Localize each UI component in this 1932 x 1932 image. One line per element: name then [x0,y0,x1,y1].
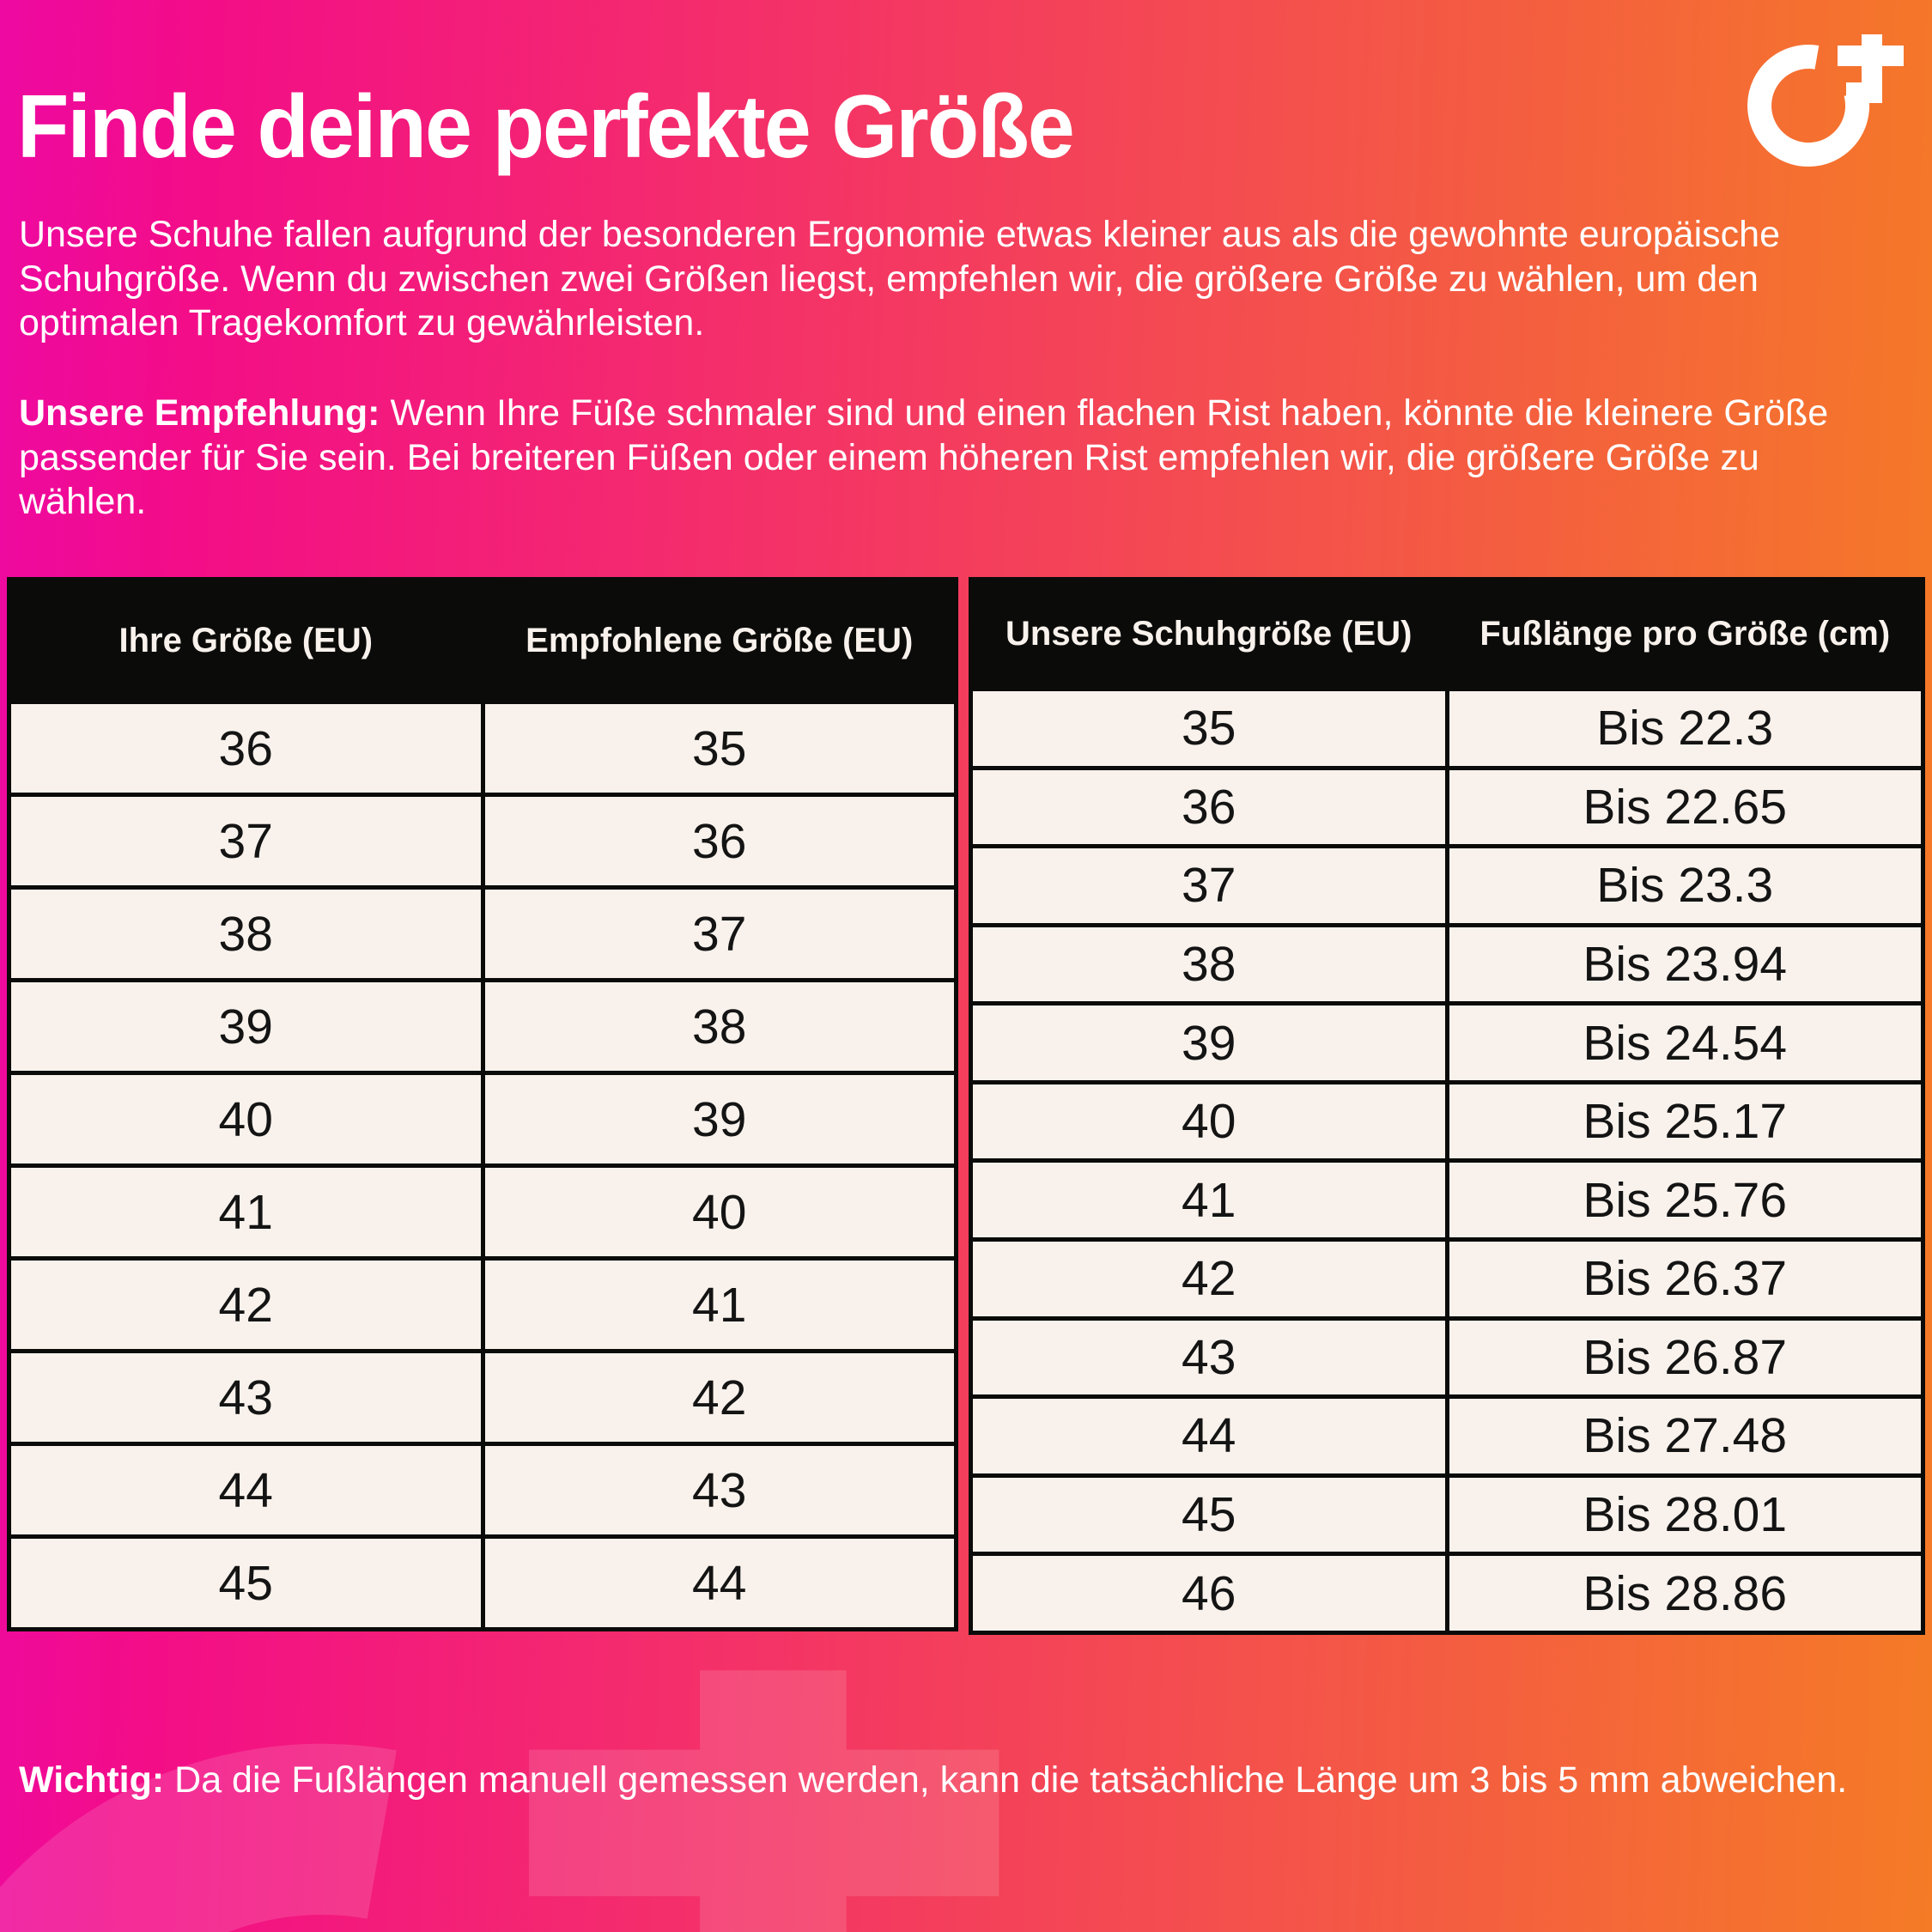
recommended-size-cell: 43 [480,1442,958,1539]
table-row: 44 Bis 27.48 [969,1394,1925,1478]
foot-length-cell: Bis 24.54 [1444,1001,1925,1084]
recommended-size-cell: 39 [480,1071,958,1168]
shoe-size-cell: 37 [969,844,1449,927]
table-row: 38 37 [7,885,958,982]
shoe-size-cell: 38 [969,922,1449,1006]
shoe-size-cell: 40 [969,1079,1449,1163]
your-size-cell: 37 [7,793,485,890]
recommended-size-cell: 42 [480,1349,958,1446]
your-size-cell: 39 [7,978,485,1075]
recommended-size-cell: 37 [480,885,958,982]
foot-length-cell: Bis 22.65 [1444,765,1925,849]
table-row: 36 35 [7,700,958,797]
foot-length-cell: Bis 25.17 [1444,1079,1925,1163]
table-row: 42 Bis 26.37 [969,1237,1925,1321]
your-size-cell: 44 [7,1442,485,1539]
shoe-size-cell: 35 [969,687,1449,770]
foot-length-cell: Bis 23.3 [1444,844,1925,927]
table-row: 38 Bis 23.94 [969,922,1925,1006]
your-size-cell: 38 [7,885,485,982]
table-row: 45 44 [7,1534,958,1631]
size-conversion-table: Ihre Größe (EU) Empfohlene Größe (EU) 36… [7,577,958,1631]
shoe-size-cell: 44 [969,1394,1449,1478]
column-header-foot-length: Fußlänge pro Größe (cm) [1444,577,1925,691]
recommended-size-cell: 38 [480,978,958,1075]
table-row: 43 Bis 26.87 [969,1315,1925,1400]
recommended-size-cell: 40 [480,1163,958,1261]
foot-length-cell: Bis 25.76 [1444,1158,1925,1242]
shoe-size-cell: 41 [969,1158,1449,1242]
your-size-cell: 40 [7,1071,485,1168]
intro-text: Unsere Schuhe fallen aufgrund der besond… [19,214,1780,344]
table-row: 37 Bis 23.3 [969,844,1925,927]
recommended-size-cell: 35 [480,700,958,797]
foot-length-table-header: Unsere Schuhgröße (EU) Fußlänge pro Größ… [969,577,1925,691]
table-row: 44 43 [7,1442,958,1539]
shoe-size-cell: 42 [969,1237,1449,1321]
foot-length-table: Unsere Schuhgröße (EU) Fußlänge pro Größ… [969,577,1925,1635]
important-note-label: Wichtig: [19,1759,165,1801]
foot-length-cell: Bis 26.87 [1444,1315,1925,1400]
brand-watermark-icon [0,1670,999,1932]
table-row: 42 41 [7,1256,958,1353]
shoe-size-cell: 36 [969,765,1449,849]
table-row: 39 38 [7,978,958,1075]
column-header-your-size: Ihre Größe (EU) [7,577,485,704]
foot-length-cell: Bis 26.37 [1444,1237,1925,1321]
your-size-cell: 43 [7,1349,485,1446]
foot-length-cell: Bis 27.48 [1444,1394,1925,1478]
shoe-size-cell: 43 [969,1315,1449,1400]
recommended-size-cell: 41 [480,1256,958,1353]
table-row: 41 40 [7,1163,958,1261]
recommendation-body: Wenn Ihre Füße schmaler sind und einen f… [19,392,1829,523]
table-row: 36 Bis 22.65 [969,765,1925,849]
your-size-cell: 41 [7,1163,485,1261]
table-row: 46 Bis 28.86 [969,1552,1925,1635]
your-size-cell: 36 [7,700,485,797]
column-header-our-shoe-size: Unsere Schuhgröße (EU) [969,577,1449,691]
foot-length-cell: Bis 28.01 [1444,1473,1925,1557]
shoe-size-cell: 45 [969,1473,1449,1557]
recommended-size-cell: 44 [480,1534,958,1631]
recommendation-label: Unsere Empfehlung: [19,392,380,434]
recommended-size-cell: 36 [480,793,958,890]
foot-length-cell: Bis 28.86 [1444,1552,1925,1635]
size-conversion-table-header: Ihre Größe (EU) Empfohlene Größe (EU) [7,577,958,704]
table-row: 40 Bis 25.17 [969,1079,1925,1163]
table-row: 35 Bis 22.3 [969,687,1925,770]
shoe-size-cell: 46 [969,1552,1449,1635]
table-row: 37 36 [7,793,958,890]
recommendation-text: Unsere Empfehlung: Wenn Ihre Füße schmal… [19,392,1891,525]
foot-length-table-body: 35 Bis 22.3 36 Bis 22.65 37 Bis 23.3 38 … [969,687,1925,1635]
shoe-size-cell: 39 [969,1001,1449,1084]
important-note-body: Da die Fußlängen manuell gemessen werden… [164,1759,1848,1801]
column-header-recommended-size: Empfohlene Größe (EU) [480,577,958,704]
your-size-cell: 45 [7,1534,485,1631]
your-size-cell: 42 [7,1256,485,1353]
foot-length-cell: Bis 23.94 [1444,922,1925,1006]
table-row: 43 42 [7,1349,958,1446]
table-row: 45 Bis 28.01 [969,1473,1925,1557]
size-conversion-table-body: 36 35 37 36 38 37 39 38 [7,700,958,1631]
table-row: 39 Bis 24.54 [969,1001,1925,1084]
important-note: Wichtig: Da die Fußlängen manuell gemess… [19,1759,1891,1803]
table-row: 40 39 [7,1071,958,1168]
foot-length-cell: Bis 22.3 [1444,687,1925,770]
brand-logo-icon [1747,34,1904,167]
page-title: Finde deine perfekte Größe [17,77,1075,177]
table-row: 41 Bis 25.76 [969,1158,1925,1242]
